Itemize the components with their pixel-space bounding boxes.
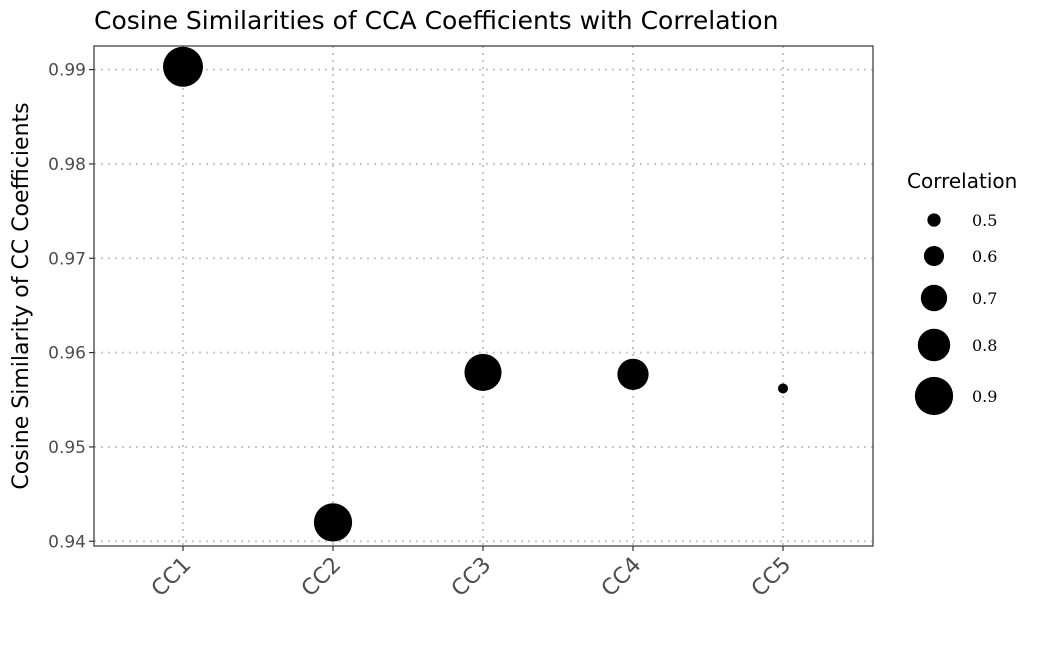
legend-key (920, 284, 948, 312)
x-tick-label: CC2 (297, 553, 346, 602)
legend-label: 0.9 (972, 387, 997, 406)
legend-title: Correlation (907, 169, 1017, 193)
data-point (464, 353, 502, 391)
data-point (313, 503, 353, 542)
gridlines (94, 46, 873, 546)
y-tick-label: 0.96 (48, 344, 86, 364)
y-tick-label: 0.99 (48, 61, 86, 81)
data-point (617, 358, 649, 390)
y-tick-label: 0.94 (48, 532, 86, 552)
y-tick-label: 0.97 (48, 249, 86, 269)
y-tick-label: 0.98 (48, 155, 86, 175)
data-point (778, 383, 788, 394)
legend-key (927, 213, 941, 227)
legend-key (917, 328, 951, 362)
legend-label: 0.5 (972, 211, 997, 230)
data-point (163, 46, 203, 87)
data-points (163, 46, 788, 542)
y-tick-label: 0.95 (48, 438, 86, 458)
panel-border (93, 45, 874, 547)
size-legend: Correlation 0.5 0.6 0.7 0.8 0.9 (907, 169, 1017, 416)
legend-label: 0.6 (972, 247, 997, 266)
x-axis: CC1 CC2 CC3 CC4 CC5 (147, 546, 796, 602)
chart-title: Cosine Similarities of CCA Coefficients … (94, 6, 778, 35)
legend-key (914, 376, 954, 416)
y-axis: 0.94 0.95 0.96 0.97 0.98 0.99 (48, 61, 94, 552)
x-tick-label: CC5 (747, 553, 796, 602)
legend-label: 0.7 (972, 289, 997, 308)
x-tick-label: CC1 (147, 553, 196, 602)
legend-key (923, 245, 945, 267)
x-tick-label: CC3 (447, 553, 496, 602)
x-tick-label: CC4 (597, 553, 646, 602)
legend-label: 0.8 (972, 336, 997, 355)
y-axis-title: Cosine Similarity of CC Coefficients (9, 102, 34, 489)
